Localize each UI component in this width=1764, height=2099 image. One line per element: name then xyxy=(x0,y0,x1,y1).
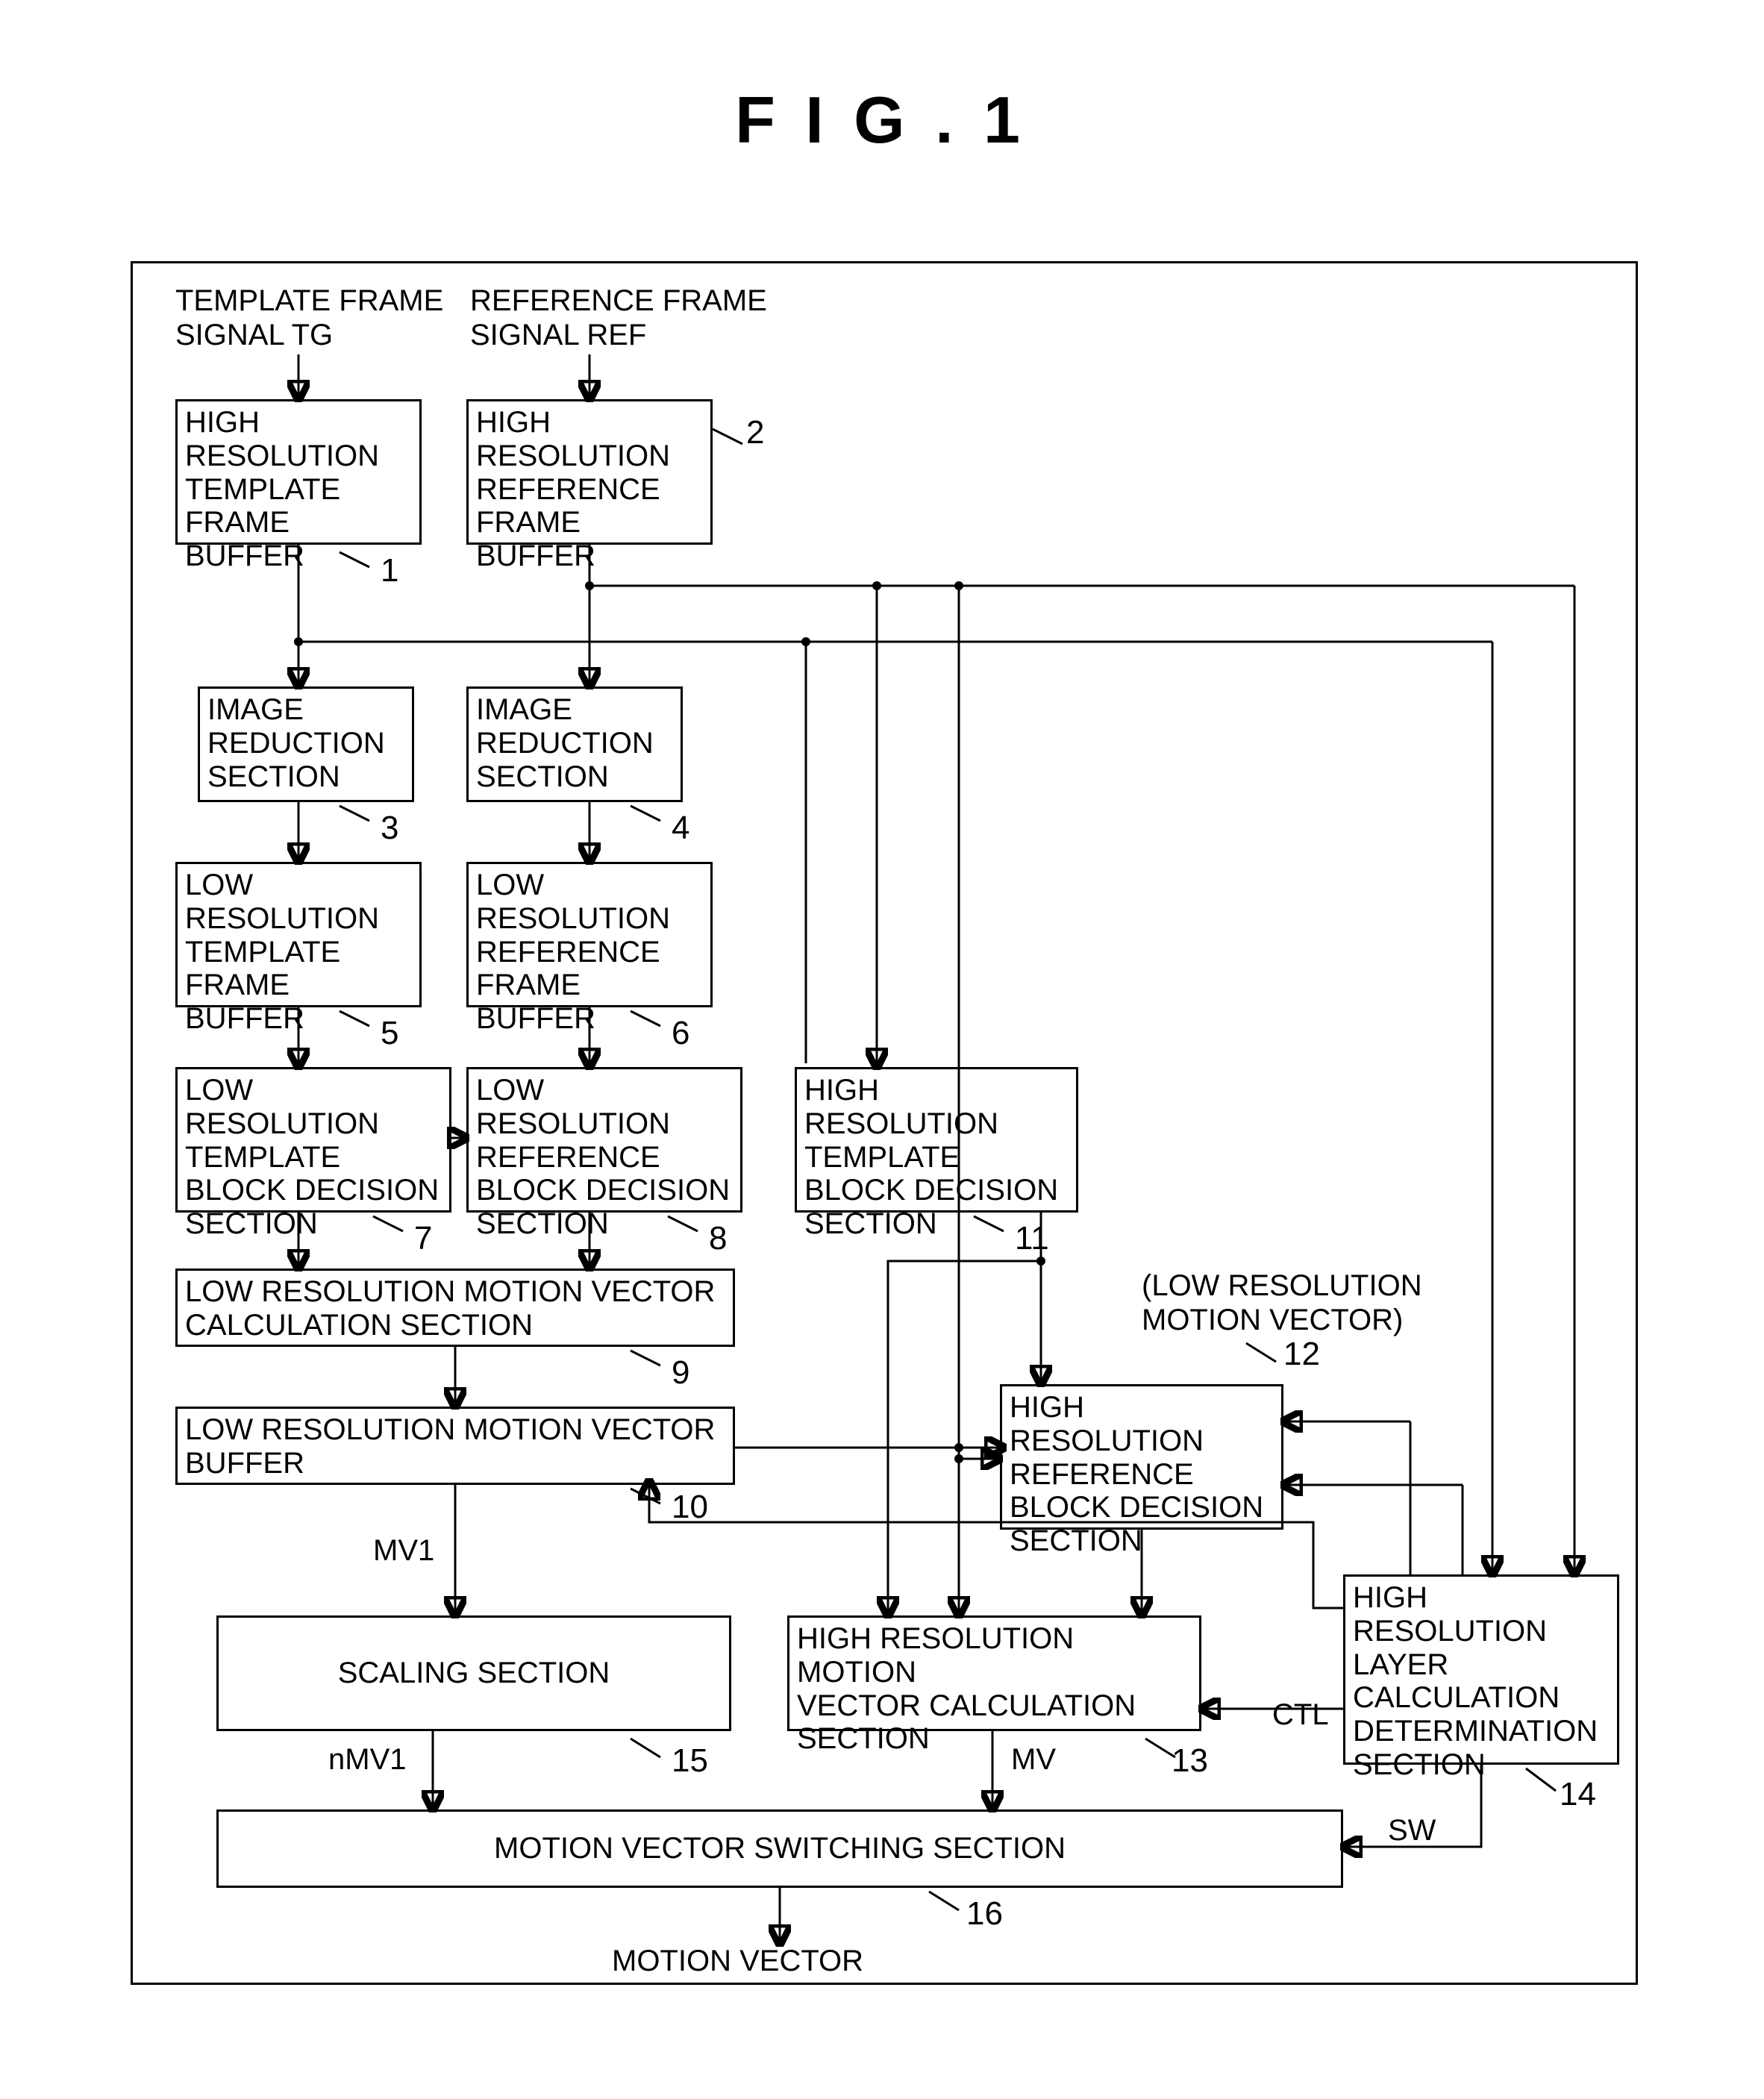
block-1: HIGH RESOLUTION TEMPLATE FRAME BUFFER xyxy=(175,399,422,545)
block-15: SCALING SECTION xyxy=(216,1615,731,1731)
num-8: 8 xyxy=(709,1220,727,1257)
block-12: HIGH RESOLUTION REFERENCE BLOCK DECISION… xyxy=(1000,1384,1283,1530)
output-label: MOTION VECTOR xyxy=(612,1944,863,1978)
block-6: LOW RESOLUTION REFERENCE FRAME BUFFER xyxy=(466,862,713,1007)
block-8: LOW RESOLUTION REFERENCE BLOCK DECISION … xyxy=(466,1067,742,1213)
num-6: 6 xyxy=(672,1015,689,1052)
block-9: LOW RESOLUTION MOTION VECTOR CALCULATION… xyxy=(175,1269,735,1347)
label-low-res-mv: (LOW RESOLUTION MOTION VECTOR) xyxy=(1142,1269,1422,1337)
num-1: 1 xyxy=(381,552,398,589)
num-4: 4 xyxy=(672,810,689,847)
template-signal-label: TEMPLATE FRAME SIGNAL TG xyxy=(175,284,443,352)
num-11: 11 xyxy=(1015,1220,1049,1257)
block-7: LOW RESOLUTION TEMPLATE BLOCK DECISION S… xyxy=(175,1067,451,1213)
num-9: 9 xyxy=(672,1354,689,1392)
label-sw: SW xyxy=(1388,1813,1436,1848)
block-2: HIGH RESOLUTION REFERENCE FRAME BUFFER xyxy=(466,399,713,545)
block-11: HIGH RESOLUTION TEMPLATE BLOCK DECISION … xyxy=(795,1067,1078,1213)
num-16: 16 xyxy=(966,1895,1003,1933)
block-3: IMAGE REDUCTION SECTION xyxy=(198,686,414,802)
label-ctl: CTL xyxy=(1272,1698,1329,1732)
num-5: 5 xyxy=(381,1015,398,1052)
num-7: 7 xyxy=(414,1220,432,1257)
num-2: 2 xyxy=(746,414,764,451)
block-16: MOTION VECTOR SWITCHING SECTION xyxy=(216,1809,1343,1888)
figure-title: F I G . 1 xyxy=(597,82,1164,158)
block-4: IMAGE REDUCTION SECTION xyxy=(466,686,683,802)
num-10: 10 xyxy=(672,1489,708,1526)
block-13: HIGH RESOLUTION MOTION VECTOR CALCULATIO… xyxy=(787,1615,1201,1731)
label-nmv1: nMV1 xyxy=(328,1742,407,1777)
label-mv: MV xyxy=(1011,1742,1056,1777)
num-3: 3 xyxy=(381,810,398,847)
num-14: 14 xyxy=(1560,1776,1596,1813)
block-10: LOW RESOLUTION MOTION VECTOR BUFFER xyxy=(175,1407,735,1485)
reference-signal-label: REFERENCE FRAME SIGNAL REF xyxy=(470,284,767,352)
num-13: 13 xyxy=(1172,1742,1208,1780)
label-mv1: MV1 xyxy=(373,1533,434,1568)
num-12: 12 xyxy=(1283,1336,1320,1373)
block-5: LOW RESOLUTION TEMPLATE FRAME BUFFER xyxy=(175,862,422,1007)
block-14: HIGH RESOLUTION LAYER CALCULATION DETERM… xyxy=(1343,1574,1619,1765)
num-15: 15 xyxy=(672,1742,708,1780)
